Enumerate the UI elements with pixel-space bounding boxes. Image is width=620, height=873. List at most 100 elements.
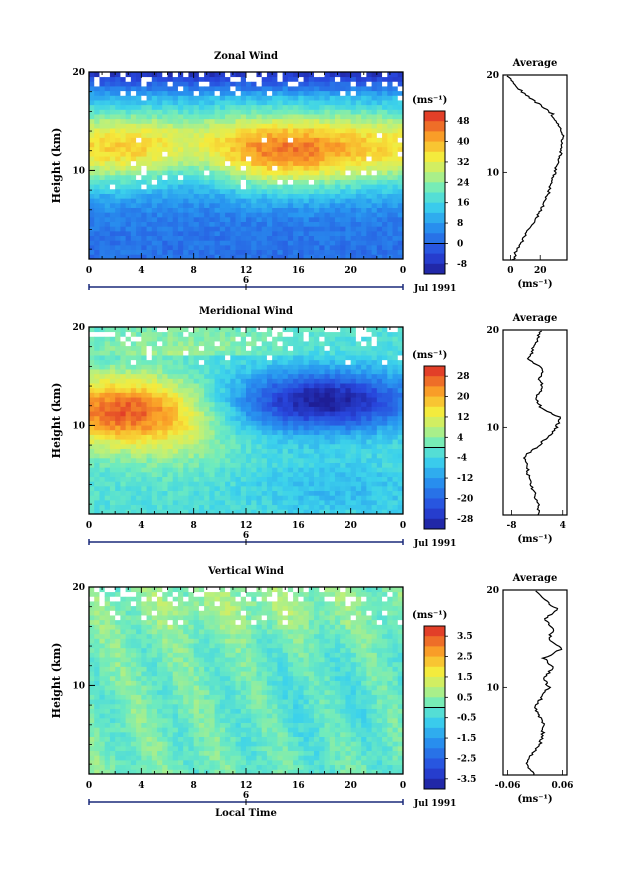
- heatmap-cell: [193, 448, 200, 454]
- heatmap-cell: [141, 118, 147, 124]
- heatmap-cell: [261, 434, 268, 440]
- heatmap-cell: [246, 207, 252, 213]
- heatmap-cell: [120, 448, 127, 454]
- heatmap-cell: [89, 146, 95, 152]
- heatmap-cell: [308, 411, 315, 417]
- heatmap-cell: [141, 420, 147, 426]
- colorbar-band: [424, 131, 445, 142]
- heatmap-cell: [277, 170, 284, 176]
- heatmap-cell: [397, 240, 404, 246]
- heatmap-cell: [99, 490, 106, 496]
- heatmap-cell: [397, 373, 404, 379]
- heatmap-cell: [303, 476, 310, 482]
- heatmap-cell: [235, 415, 242, 421]
- heatmap-cell: [345, 439, 352, 445]
- heatmap-cell: [157, 244, 163, 251]
- heatmap-cell: [293, 406, 299, 412]
- heatmap-cell: [272, 509, 278, 515]
- heatmap-cell: [256, 448, 263, 454]
- heatmap-cell: [277, 156, 284, 162]
- heatmap-cell: [151, 151, 158, 157]
- heatmap-cell: [350, 193, 357, 199]
- heatmap-cell: [109, 156, 116, 162]
- heatmap-cell: [162, 448, 168, 454]
- heatmap-cell: [230, 165, 236, 171]
- heatmap-cell: [340, 221, 346, 227]
- heatmap-cell: [361, 212, 367, 218]
- heatmap-cell: [188, 378, 195, 384]
- heatmap-cell: [104, 495, 111, 501]
- heatmap-cell: [293, 327, 299, 333]
- heatmap-cell: [392, 170, 399, 176]
- heatmap-cell: [109, 369, 116, 375]
- heatmap-cell: [219, 467, 226, 473]
- heatmap-cell: [355, 499, 362, 506]
- heatmap-cell: [188, 216, 195, 223]
- heatmap-cell: [162, 165, 168, 171]
- heatmap-cell: [303, 448, 310, 454]
- heatmap-cell: [209, 212, 215, 218]
- heatmap-cell: [329, 453, 336, 459]
- heatmap-cell: [188, 453, 195, 459]
- heatmap-cell: [136, 109, 142, 115]
- heatmap-cell: [251, 160, 257, 166]
- heatmap-cell: [157, 216, 163, 223]
- heatmap-cell: [214, 86, 221, 92]
- heatmap-cell: [162, 114, 168, 120]
- heatmap-cell: [334, 331, 341, 337]
- heatmap-cell: [282, 341, 289, 347]
- heatmap-cell: [277, 160, 284, 166]
- heatmap-cell: [177, 457, 184, 463]
- heatmap-cell: [167, 350, 174, 356]
- heatmap-cell: [350, 457, 357, 463]
- heatmap-cell: [319, 207, 325, 213]
- heatmap-cell: [340, 244, 346, 251]
- heatmap-cell: [183, 467, 189, 473]
- heatmap-cell: [382, 128, 388, 134]
- heatmap-cell: [219, 207, 226, 213]
- heatmap-cell: [162, 467, 168, 473]
- heatmap-cell: [246, 439, 252, 445]
- heatmap-cell: [371, 146, 378, 152]
- colorbar-band: [424, 121, 445, 132]
- heatmap-cell: [151, 387, 158, 393]
- heatmap-cell: [130, 90, 137, 96]
- heatmap-cell: [89, 184, 95, 190]
- heatmap-cell: [261, 443, 268, 449]
- heatmap-cell: [329, 373, 336, 379]
- heatmap-cell: [345, 509, 352, 515]
- heatmap-cell: [235, 453, 242, 459]
- heatmap-cell: [350, 170, 357, 176]
- heatmap-cell: [392, 401, 399, 407]
- heatmap-cell: [345, 165, 352, 171]
- heatmap-cell: [345, 142, 352, 148]
- heatmap-cell: [89, 249, 95, 255]
- heatmap-cell: [256, 95, 263, 101]
- heatmap-cell: [193, 443, 200, 449]
- heatmap-cell: [382, 179, 388, 185]
- heatmap-cell: [308, 137, 315, 143]
- heatmap-cell: [167, 420, 174, 426]
- heatmap-cell: [266, 118, 273, 124]
- heatmap-cell: [376, 504, 383, 510]
- heatmap-cell: [272, 439, 278, 445]
- heatmap-cell: [272, 485, 278, 492]
- heatmap-cell: [392, 415, 399, 421]
- heatmap-cell: [282, 411, 289, 417]
- heatmap-cell: [167, 123, 174, 129]
- heatmap-cell: [272, 86, 278, 92]
- heatmap-cell: [282, 86, 289, 92]
- heatmap-cell: [261, 331, 268, 337]
- heatmap-cell: [329, 411, 336, 417]
- heatmap-cell: [225, 378, 231, 384]
- heatmap-cell: [109, 499, 116, 506]
- heatmap-cell: [319, 350, 325, 356]
- heatmap-cell: [214, 462, 221, 468]
- heatmap-cell: [387, 165, 393, 171]
- heatmap-cell: [251, 490, 257, 496]
- heatmap-cell: [246, 336, 252, 342]
- heatmap-cell: [251, 184, 257, 190]
- heatmap-cell: [251, 193, 257, 199]
- heatmap-cell: [130, 499, 137, 506]
- heatmap-cell: [225, 179, 231, 185]
